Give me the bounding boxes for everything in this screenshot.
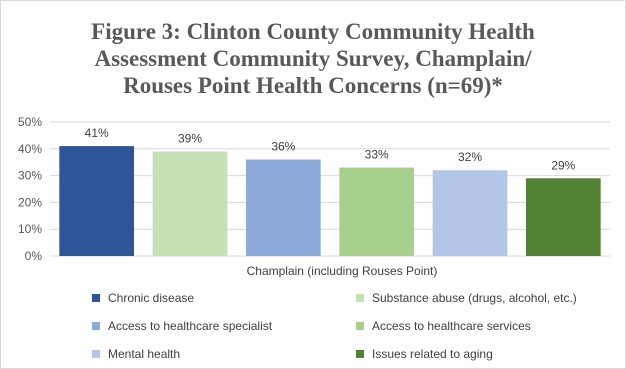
legend: Chronic disease Substance abuse (drugs, a… [92,290,612,362]
legend-label: Mental health [108,347,181,361]
bar-value-label: 39% [178,131,202,145]
bar-value-label: 36% [271,140,295,154]
bar [526,178,601,256]
gridlines [50,121,610,257]
legend-label: Substance abuse (drugs, alcohol, etc.) [372,291,577,305]
bar-value-label: 32% [458,150,482,164]
bar [246,159,321,256]
bar [59,146,135,256]
chart-title-line-1: Figure 3: Clinton County Community Healt… [91,19,535,44]
y-tick-label: 30% [18,169,42,183]
bar [152,151,228,256]
chart-title-line-2: Assessment Community Survey, Champlain/ [94,46,532,71]
legend-label: Access to healthcare specialist [108,319,273,333]
legend-swatch [356,294,364,302]
bars [59,146,601,256]
legend-item: Substance abuse (drugs, alcohol, etc.) [356,290,577,306]
chart-title: Figure 3: Clinton County Community Healt… [0,18,626,99]
legend-swatch [92,294,100,302]
bar-value-label: 33% [365,148,389,162]
legend-item: Issues related to aging [356,346,576,362]
bar-value-label: 41% [85,126,109,140]
bar-value-label: 29% [551,158,575,172]
y-tick-label: 0% [25,249,43,263]
bar-labels: 41% 39% 36% 33% 32% 29% [85,126,576,172]
y-tick-label: 20% [18,195,42,209]
chart-title-line-3: Rouses Point Health Concerns (n=69)* [123,73,503,98]
legend-swatch [356,322,364,330]
x-axis-label: Champlain (including Rouses Point) [247,264,438,278]
legend-label: Access to healthcare services [372,319,531,333]
legend-item: Mental health [92,346,312,362]
bar [432,170,508,256]
y-tick-label: 50% [18,115,42,129]
legend-swatch [92,350,100,358]
legend-swatch [356,350,364,358]
legend-item: Access to healthcare specialist [92,318,312,334]
legend-label: Chronic disease [108,291,195,305]
y-axis-ticks: 0% 10% 20% 30% 40% 50% [18,115,42,263]
y-tick-label: 10% [18,222,42,236]
legend-item: Access to healthcare services [356,318,576,334]
bar [339,167,414,256]
legend-label: Issues related to aging [372,347,493,361]
legend-swatch [92,322,100,330]
legend-item: Chronic disease [92,290,312,306]
y-tick-label: 40% [18,142,42,156]
